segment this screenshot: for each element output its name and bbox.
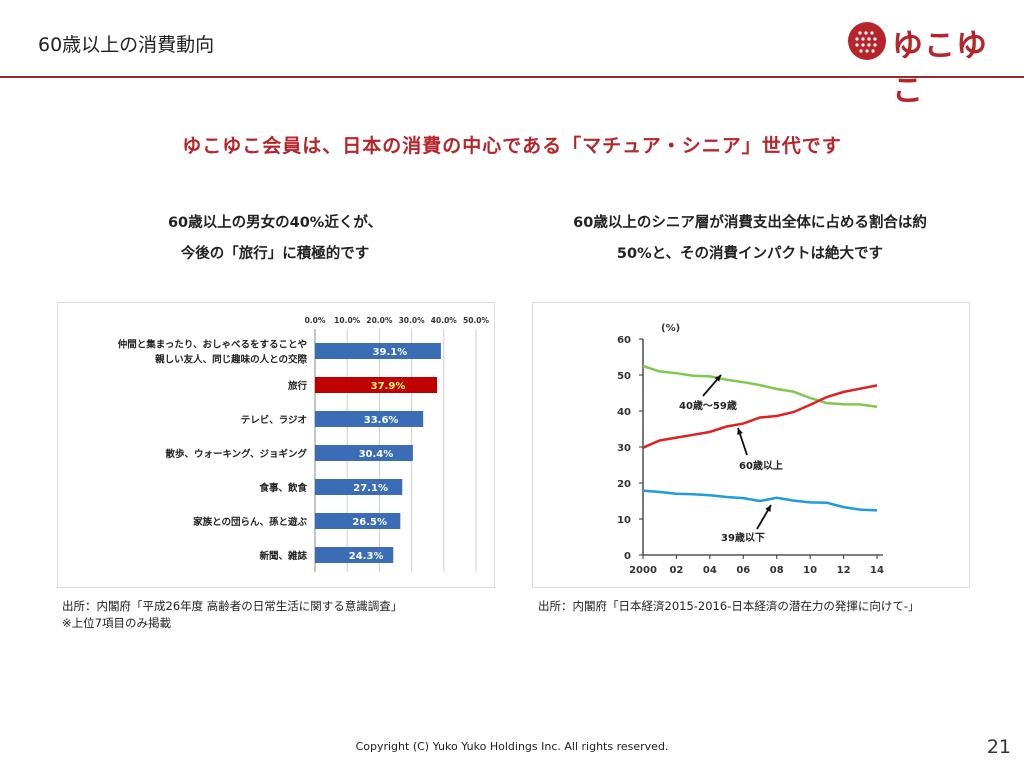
bar-chart-x-tick-label: 0.0% — [305, 316, 326, 325]
right-subtitle-line2: 50%と、その消費インパクトは絶大です — [616, 246, 884, 262]
headline: ゆこゆこ会員は、日本の消費の中心である「マチュア・シニア」世代です — [182, 135, 842, 157]
bar-chart-x-tick-label: 50.0% — [463, 316, 490, 325]
bar — [315, 513, 401, 529]
bar-chart: 0.0% 10.0% 20.0% 30.0% 40.0% 50.0% 39.1% 仲間と集まっ… — [118, 316, 490, 572]
line-chart-y-tick-label: 60 — [617, 335, 631, 346]
left-subtitle-line1: 60歳以上の男女の40%近くが、 — [167, 215, 383, 231]
bar-value-label: 26.5% — [352, 517, 387, 528]
line-chart-x-tick-label: 06 — [736, 565, 750, 576]
line-chart-x-tick-label: 10 — [803, 565, 817, 576]
line-chart: 0 10 20 30 40 50 60 (%) 2000 02 04 06 08 10 12 14 40歳〜59… — [617, 323, 884, 576]
bar-category-label: 仲間と集まったり、おしゃべるをすることや — [118, 339, 307, 351]
logo-dots-icon — [855, 31, 877, 53]
line-chart-y-unit-label: (%) — [661, 323, 680, 334]
bar-value-label: 24.3% — [349, 551, 384, 562]
bar-value-label: 37.9% — [371, 381, 406, 392]
line-chart-y-tick-label: 40 — [617, 407, 631, 418]
bar-value-label: 39.1% — [373, 347, 408, 358]
bar-value-label: 30.4% — [359, 449, 394, 460]
bar — [315, 445, 413, 461]
line-chart-x-tick-label: 02 — [669, 565, 683, 576]
bar — [315, 377, 438, 393]
header-divider — [0, 76, 1024, 78]
line-chart-x-tick-label: 04 — [703, 565, 717, 576]
line-chart-y-tick-label: 10 — [617, 515, 631, 526]
bar-chart-x-tick-label: 20.0% — [366, 316, 393, 325]
bar-category-label: 新聞、雑誌 — [259, 550, 307, 562]
left-source-line1: 出所：内閣府「平成26年度 高齢者の日常生活に関する意識調査」 — [62, 599, 403, 613]
line-series-2 — [642, 489, 878, 512]
logo-mark-icon — [848, 22, 886, 60]
line-series-0 — [642, 364, 878, 408]
line-series-1 — [642, 384, 878, 449]
bar — [315, 411, 424, 427]
series-callout-arrow-head — [737, 428, 743, 435]
bar — [315, 343, 441, 359]
bar-value-label: 33.6% — [364, 415, 399, 426]
bar-value-label: 27.1% — [353, 483, 388, 494]
left-source-line2: ※上位7項目のみ掲載 — [62, 616, 171, 630]
bar-category-label: 旅行 — [288, 380, 308, 392]
line-series-label: 40歳〜59歳 — [679, 399, 737, 412]
right-source-line1: 出所：内閣府「日本経済2015-2016-日本経済の潜在力の発揮に向けて-」 — [538, 599, 920, 613]
page-number: 21 — [986, 736, 1011, 758]
bar-chart-x-tick-label: 30.0% — [399, 316, 426, 325]
line-series-label: 39歳以下 — [721, 531, 765, 544]
left-source-note: 出所：内閣府「平成26年度 高齢者の日常生活に関する意識調査」 ※上位7項目のみ… — [62, 598, 502, 632]
bar-category-label: 家族との団らん、孫と遊ぶ — [193, 516, 307, 528]
bar-chart-x-tick-label: 40.0% — [431, 316, 458, 325]
left-subtitle-line2: 今後の「旅行」に積極的です — [180, 246, 370, 262]
right-subtitle: 60歳以上のシニア層が消費支出全体に占める割合は約 50%と、その消費インパクト… — [530, 208, 970, 270]
bar — [315, 479, 403, 495]
page-title: 60歳以上の消費動向 — [38, 34, 215, 56]
line-chart-y-tick-label: 30 — [617, 443, 631, 454]
bar-chart-x-tick-label: 10.0% — [334, 316, 361, 325]
line-chart-x-tick-label: 12 — [837, 565, 851, 576]
line-chart-y-tick-label: 50 — [617, 371, 631, 382]
line-series-label: 60歳以上 — [739, 459, 783, 472]
line-chart-y-tick-label: 0 — [624, 551, 631, 562]
copyright: Copyright (C) Yuko Yuko Holdings Inc. Al… — [355, 740, 669, 753]
line-chart-panel: 0 10 20 30 40 50 60 (%) 2000 02 04 06 08 10 12 14 40歳〜59… — [532, 302, 970, 588]
right-subtitle-line1: 60歳以上のシニア層が消費支出全体に占める割合は約 — [573, 215, 927, 231]
series-callout-arrow-head — [714, 375, 721, 382]
left-subtitle: 60歳以上の男女の40%近くが、 今後の「旅行」に積極的です — [60, 208, 490, 270]
bar-chart-panel: 0.0% 10.0% 20.0% 30.0% 40.0% 50.0% 39.1% 仲間と集まっ… — [57, 302, 495, 588]
series-callout-arrow-head — [765, 505, 771, 512]
bar-category-label: 親しい友人、同じ趣味の人との交際 — [155, 354, 307, 366]
line-chart-x-tick-label: 2000 — [629, 565, 657, 576]
line-chart-y-tick-label: 20 — [617, 479, 631, 490]
line-chart-x-tick-label: 14 — [870, 565, 884, 576]
right-source-note: 出所：内閣府「日本経済2015-2016-日本経済の潜在力の発揮に向けて-」 — [538, 598, 978, 615]
bar-category-label: テレビ、ラジオ — [241, 414, 307, 426]
company-logo: ゆこゆこ — [846, 20, 1006, 109]
bar-category-label: 食事、飲食 — [258, 482, 307, 494]
bar — [315, 547, 394, 563]
logo-wordmark: ゆこゆこ — [892, 28, 988, 109]
bar-category-label: 散歩、ウォーキング、ジョギング — [165, 448, 307, 460]
line-chart-x-tick-label: 08 — [770, 565, 784, 576]
